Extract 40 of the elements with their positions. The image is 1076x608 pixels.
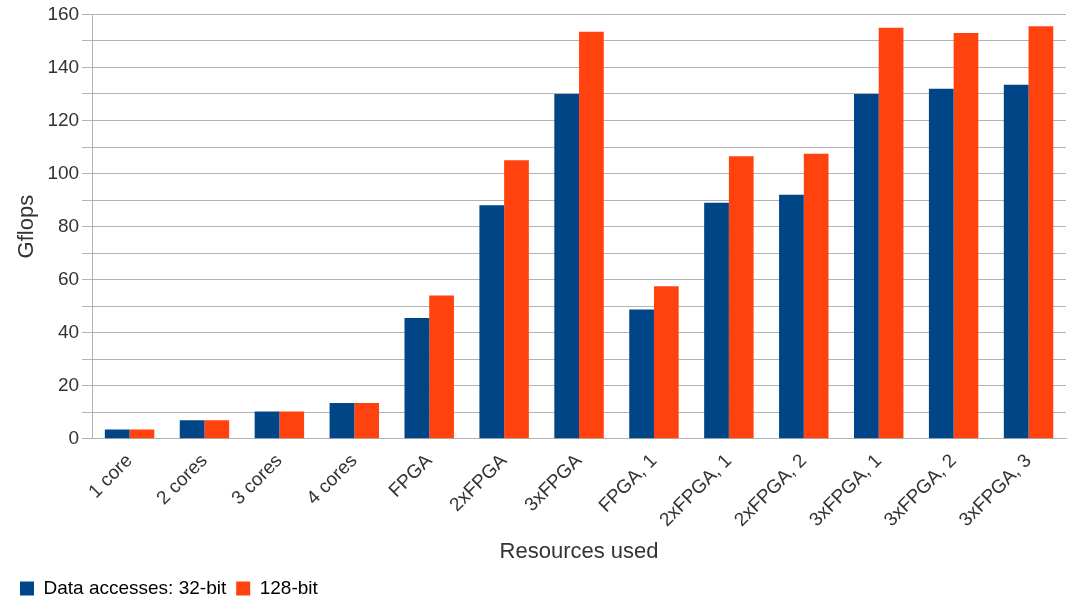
bar xyxy=(953,32,979,439)
bar xyxy=(728,156,754,439)
bar xyxy=(653,286,679,439)
bar xyxy=(254,411,280,439)
y-tick-label: 100 xyxy=(47,161,80,183)
y-tick-label: 120 xyxy=(47,108,80,130)
y-axis-title: Gflops xyxy=(13,194,39,259)
bar xyxy=(704,202,729,439)
bar xyxy=(204,420,230,439)
y-tick-label: 0 xyxy=(68,427,80,449)
bar xyxy=(429,295,454,439)
y-tick-label: 60 xyxy=(57,267,80,289)
bar xyxy=(878,27,904,439)
y-tick-label: 80 xyxy=(57,214,80,236)
bar xyxy=(129,429,155,439)
bar xyxy=(1028,26,1054,439)
y-tick-label: 20 xyxy=(57,373,80,395)
bar xyxy=(279,411,305,439)
bar xyxy=(803,153,829,439)
legend-label: 128-bit xyxy=(259,576,319,598)
bar xyxy=(354,402,380,439)
legend-label: Data accesses: 32-bit xyxy=(43,576,227,598)
bar xyxy=(404,318,430,439)
bar xyxy=(104,429,130,439)
bar xyxy=(179,420,205,439)
bar xyxy=(554,93,580,439)
x-axis-title: Resources used xyxy=(499,537,659,563)
bar xyxy=(329,402,355,439)
y-tick-label: 160 xyxy=(47,2,80,24)
x-tick-label: 1 core xyxy=(83,449,137,502)
y-tick-label: 40 xyxy=(57,320,80,342)
bar xyxy=(1003,84,1029,439)
bar xyxy=(629,309,654,439)
bar xyxy=(504,160,529,439)
bar xyxy=(779,194,804,439)
bar xyxy=(928,88,954,439)
y-tick-label: 140 xyxy=(47,55,80,77)
bar xyxy=(853,93,879,439)
bar xyxy=(579,31,604,439)
bar xyxy=(479,205,505,439)
